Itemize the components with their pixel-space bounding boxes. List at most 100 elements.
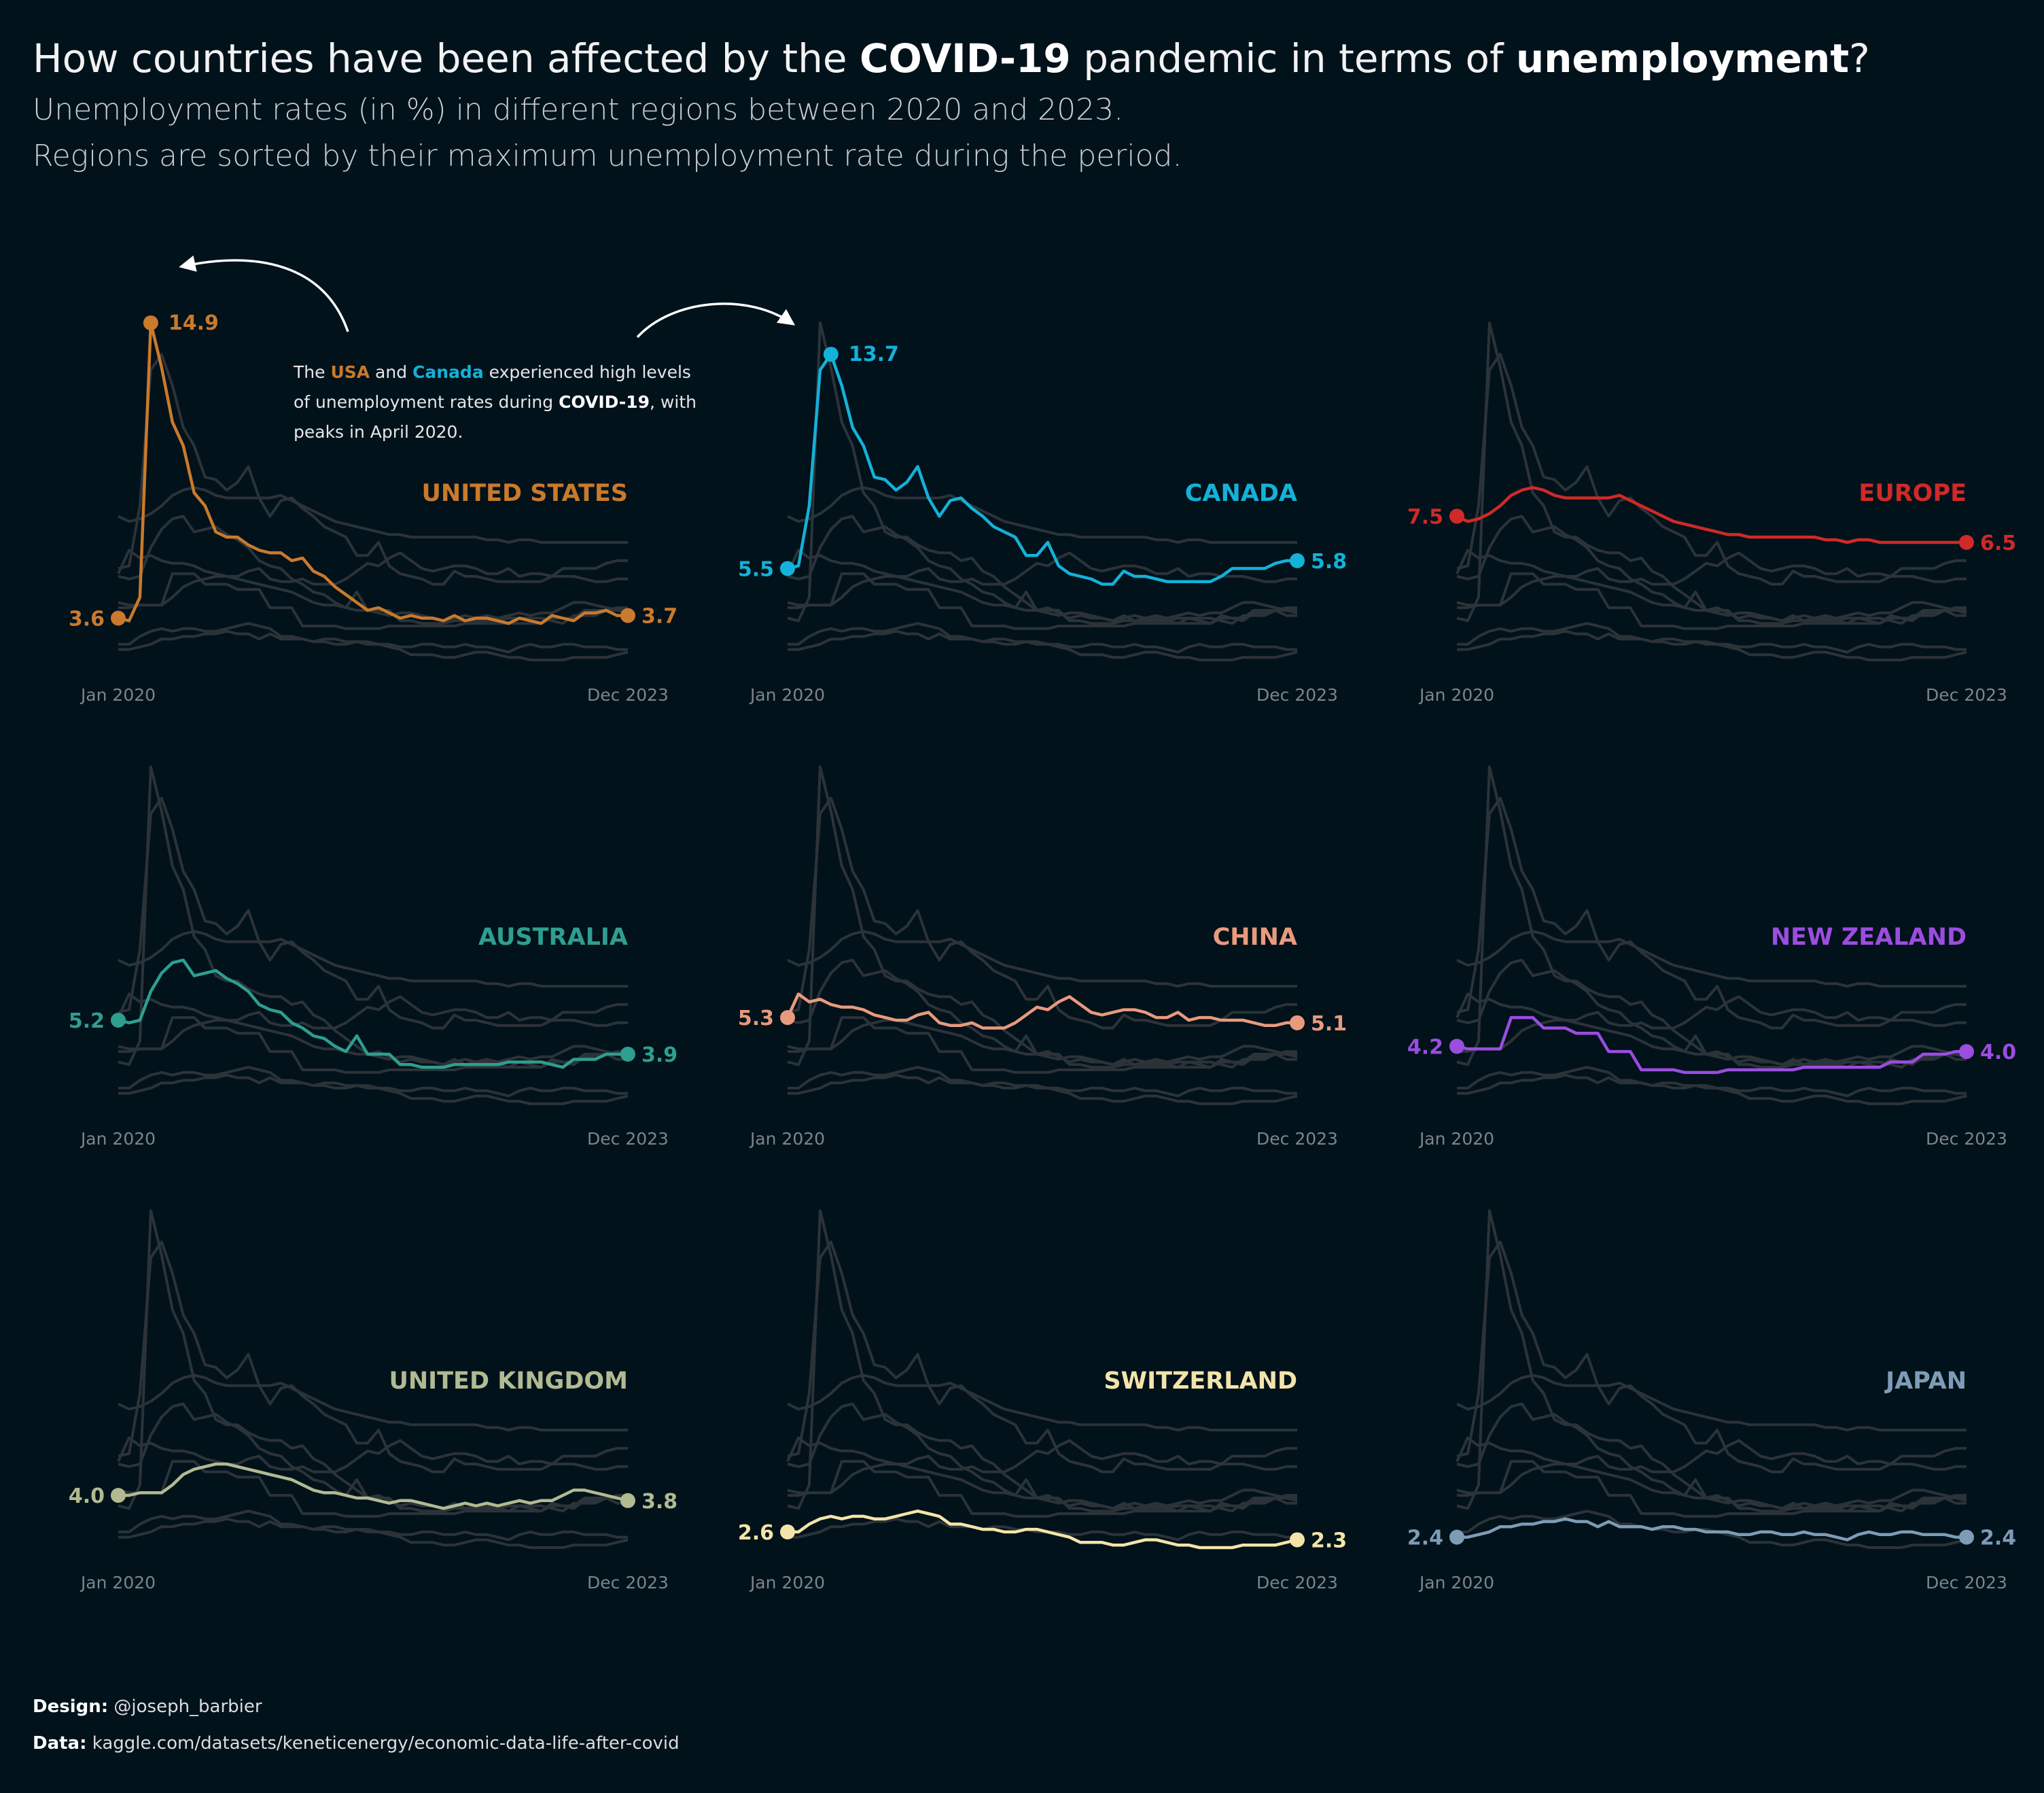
start-point-new-zealand: [1449, 1039, 1464, 1054]
context-line-united-kingdom: [118, 1019, 629, 1066]
subtitle-line-2: Regions are sorted by their maximum unem…: [33, 139, 1182, 173]
credit-design-value: @joseph_barbier: [108, 1696, 262, 1717]
end-value-label-japan: 2.4: [1980, 1527, 2016, 1550]
x-axis-start-label: Jan 2020: [80, 685, 156, 705]
credit-data-value: kaggle.com/datasets/keneticenergy/econom…: [86, 1733, 680, 1754]
start-point-united-states: [111, 610, 126, 626]
start-point-japan: [1449, 1529, 1464, 1545]
annotation-part-1: The: [294, 362, 331, 382]
panel-united-states: 3.6 3.7 14.9 UNITED STATES Jan 2020 Dec 2023: [69, 311, 677, 705]
context-line-united-kingdom: [1457, 1019, 1967, 1066]
end-point-japan: [1959, 1529, 1974, 1545]
start-point-australia: [111, 1012, 126, 1028]
context-line-canada: [1456, 797, 1967, 1030]
end-value-label-canada: 5.8: [1311, 550, 1347, 574]
annotation-part-2: and: [370, 362, 413, 382]
x-axis-end-label: Dec 2023: [587, 1573, 669, 1592]
title-em-covid: COVID-19: [859, 35, 1071, 82]
context-line-europe: [118, 486, 628, 544]
context-line-china: [786, 549, 1297, 586]
context-line-canada: [118, 1240, 628, 1474]
context-line-new-zealand: [787, 572, 1297, 630]
context-line-united-states: [118, 1209, 628, 1513]
series-line-japan: [1457, 1517, 1967, 1542]
annotation-arrow-usa: [179, 255, 349, 332]
region-name-canada: CANADA: [1185, 480, 1297, 507]
start-value-label-canada: 5.5: [738, 557, 774, 581]
start-point-china: [780, 1010, 795, 1026]
context-line-europe: [1456, 1374, 1967, 1431]
series-line-china: [786, 992, 1297, 1030]
x-axis-start-label: Jan 2020: [80, 1129, 156, 1149]
context-line-united-states: [1456, 765, 1967, 1069]
x-axis-end-label: Dec 2023: [587, 685, 669, 705]
annotation-part-3: experienced high levels: [483, 362, 691, 382]
context-line-europe: [787, 930, 1297, 988]
context-line-china: [1456, 992, 1967, 1030]
end-value-label-united-kingdom: 3.8: [641, 1490, 677, 1514]
start-value-label-japan: 2.4: [1407, 1527, 1443, 1550]
panel-canada: 5.5 5.8 13.7 CANADA Jan 2020 Dec 2023: [738, 321, 1347, 705]
x-axis-start-label: Jan 2020: [1418, 1573, 1494, 1592]
credit-data: Data: kaggle.com/datasets/keneticenergy/…: [33, 1733, 680, 1754]
peak-value-label-united-states: 14.9: [169, 311, 219, 335]
start-value-label-australia: 5.2: [69, 1009, 105, 1033]
x-axis-start-label: Jan 2020: [80, 1573, 156, 1592]
region-name-united-states: UNITED STATES: [422, 480, 628, 507]
end-value-label-switzerland: 2.3: [1311, 1529, 1347, 1552]
context-line-japan: [1457, 1073, 1967, 1098]
context-line-canada: [118, 797, 628, 1030]
context-line-new-zealand: [787, 1016, 1297, 1074]
series-line-new-zealand: [1456, 1015, 1967, 1075]
context-line-japan: [788, 1073, 1297, 1098]
context-line-australia: [787, 1402, 1297, 1513]
x-axis-end-label: Dec 2023: [587, 1129, 669, 1149]
context-line-united-states: [118, 765, 628, 1069]
context-line-united-kingdom: [118, 575, 629, 623]
context-line-united-kingdom: [788, 1019, 1298, 1066]
start-value-label-europe: 7.5: [1407, 506, 1443, 529]
credit-data-label: Data:: [33, 1733, 87, 1754]
context-line-europe: [787, 1374, 1297, 1431]
annotation-part-6: peaks in April 2020.: [294, 422, 463, 442]
context-line-australia: [787, 515, 1297, 625]
context-line-japan: [118, 1517, 628, 1542]
context-line-canada: [787, 1240, 1297, 1474]
start-point-switzerland: [780, 1524, 795, 1539]
panel-united-kingdom: 4.0 3.8 UNITED KINGDOM Jan 2020 Dec 2023: [69, 1209, 677, 1592]
series-line-australia: [118, 958, 628, 1069]
context-line-australia: [1456, 958, 1967, 1069]
context-line-japan: [1457, 629, 1967, 654]
context-line-japan: [118, 1073, 628, 1098]
chart-title: How countries have been affected by the …: [33, 35, 1870, 82]
context-line-united-states: [1456, 1209, 1967, 1513]
context-line-australia: [1456, 515, 1967, 625]
region-name-japan: JAPAN: [1884, 1368, 1967, 1395]
annotation-part-5: , with: [650, 392, 697, 412]
context-line-united-kingdom: [788, 1463, 1298, 1510]
context-line-united-states: [787, 765, 1297, 1069]
region-name-united-kingdom: UNITED KINGDOM: [389, 1368, 628, 1395]
region-name-new-zealand: NEW ZEALAND: [1771, 924, 1967, 951]
context-line-canada: [1456, 1240, 1967, 1474]
context-line-china: [117, 549, 628, 586]
end-value-label-australia: 3.9: [641, 1043, 677, 1067]
start-value-label-united-kingdom: 4.0: [69, 1484, 105, 1508]
start-point-united-kingdom: [111, 1488, 126, 1503]
end-point-europe: [1959, 535, 1974, 550]
start-value-label-united-states: 3.6: [69, 607, 105, 631]
start-value-label-new-zealand: 4.2: [1407, 1035, 1443, 1059]
end-point-australia: [620, 1046, 635, 1062]
x-axis-start-label: Jan 2020: [1418, 1129, 1494, 1149]
series-line-europe: [1456, 486, 1967, 544]
annotation-covid: COVID-19: [559, 392, 650, 412]
annotation-usa: USA: [330, 362, 370, 382]
annotation-canada: Canada: [412, 362, 484, 382]
series-line-switzerland: [788, 1509, 1298, 1550]
x-axis-start-label: Jan 2020: [749, 1129, 825, 1149]
x-axis-start-label: Jan 2020: [1418, 685, 1494, 705]
panel-switzerland: 2.6 2.3 SWITZERLAND Jan 2020 Dec 2023: [738, 1209, 1347, 1592]
context-line-united-states: [787, 321, 1297, 625]
x-axis-end-label: Dec 2023: [1926, 685, 2007, 705]
context-line-europe: [118, 930, 628, 988]
